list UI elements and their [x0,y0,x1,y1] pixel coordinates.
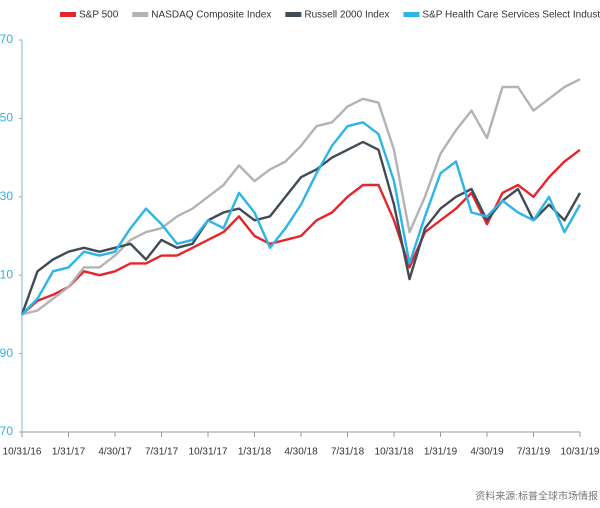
legend-marker [403,12,420,17]
x-tick-label: 1/31/19 [424,447,458,458]
legend-label: S&P 500 [79,10,119,21]
x-tick-label: 10/31/19 [561,447,600,458]
legend-marker [132,12,149,17]
y-tick-label: 170 [0,32,13,46]
y-tick-label: 70 [0,424,13,438]
series-line [21,121,582,316]
x-tick-label: 1/31/17 [52,447,86,458]
series-line [21,148,581,316]
legend-marker [285,12,302,17]
legend-marker [60,12,76,17]
x-tick-label: 10/31/16 [3,447,42,458]
x-tick-label: 7/31/19 [517,447,551,458]
x-tick-label: 7/31/18 [331,447,365,458]
series-line [21,78,581,316]
x-tick-label: 10/31/17 [189,447,228,458]
x-tick-label: 7/31/17 [145,447,179,458]
x-tick-label: 4/30/17 [98,447,132,458]
y-tick-label: 130 [0,189,13,203]
x-tick-label: 1/31/18 [238,447,272,458]
legend-label: Russell 2000 Index [304,10,389,21]
y-tick-label: 90 [0,346,13,360]
y-tick-label: 150 [0,111,13,125]
source: 资料来源:标普全球市场情报 [475,490,598,503]
x-tick-label: 4/30/19 [470,447,504,458]
y-tick-label: 110 [0,267,13,281]
series-line [20,140,582,315]
legend-label: S&P Health Care Services Select Industry… [422,10,600,21]
x-tick-label: 10/31/18 [375,447,414,458]
legend-label: NASDAQ Composite Index [151,10,271,21]
x-tick-label: 4/30/18 [284,447,318,458]
